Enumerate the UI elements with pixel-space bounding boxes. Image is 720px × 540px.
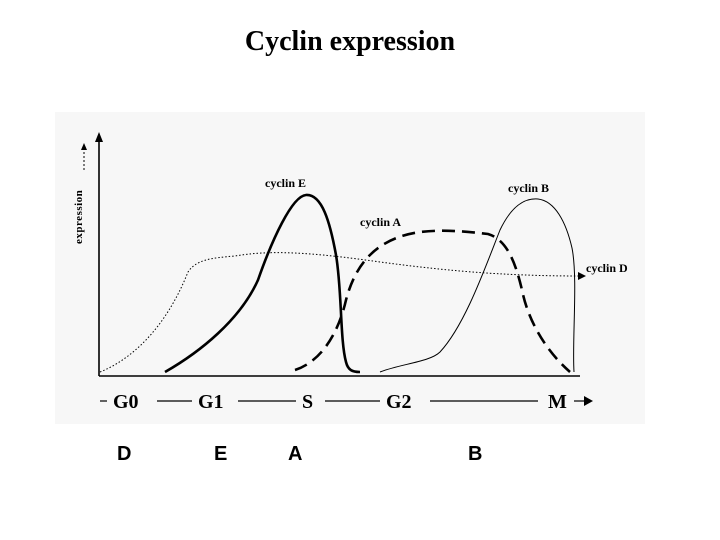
- cyclin-e-curve: [164, 193, 361, 374]
- cyclin-e-label: cyclin E: [265, 176, 306, 190]
- y-axis-label-arrowhead: [81, 143, 87, 150]
- y-axis-arrowhead: [95, 132, 103, 142]
- phase-axis-arrowhead: [584, 396, 593, 406]
- phase-g0: G0: [113, 391, 139, 413]
- figure-panel: [55, 112, 645, 424]
- cyclin-d-arrowhead: [578, 272, 586, 280]
- cyclin-a-label: cyclin A: [360, 215, 401, 229]
- letter-d: D: [117, 443, 131, 465]
- phase-g1: G1: [198, 391, 224, 413]
- phase-g2: G2: [386, 391, 412, 413]
- phase-s: S: [302, 391, 313, 413]
- letter-b: B: [468, 443, 482, 465]
- cyclin-b-label: cyclin B: [508, 181, 549, 195]
- phase-m: M: [548, 391, 567, 413]
- cyclin-d-curve: [99, 252, 581, 373]
- letter-e: E: [214, 443, 227, 465]
- y-axis-label: expression: [73, 190, 85, 244]
- letter-a: A: [288, 443, 302, 465]
- page-title: Cyclin expression: [244, 26, 456, 57]
- cyclin-a-curve: [294, 229, 571, 373]
- cyclin-b-curve: [379, 198, 576, 373]
- cyclin-d-label: cyclin D: [586, 261, 628, 275]
